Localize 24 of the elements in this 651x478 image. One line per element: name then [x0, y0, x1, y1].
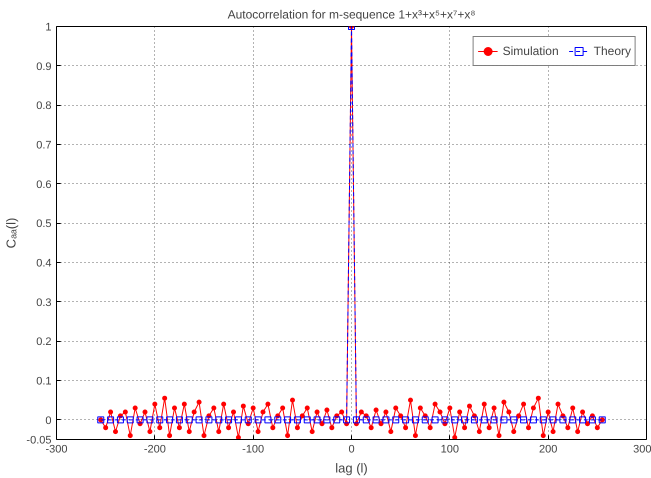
- x-tick-label: -200: [144, 444, 166, 456]
- y-tick-label: 0.8: [36, 100, 52, 112]
- y-tick-label: -0.05: [26, 434, 52, 446]
- x-tick-label: 0: [348, 444, 355, 456]
- x-axis-title: lag (l): [335, 460, 368, 476]
- legend-label: Simulation: [502, 44, 559, 58]
- y-tick-label: 0.1: [36, 376, 52, 388]
- y-tick-label: 0.7: [36, 140, 52, 152]
- x-tick-label: 300: [633, 444, 651, 456]
- x-tick-label: 100: [440, 444, 460, 456]
- y-tick-label: 0: [45, 414, 52, 427]
- y-tick-label: 1: [45, 22, 52, 34]
- y-tick-label: 0.4: [36, 258, 52, 270]
- x-tick-label: -300: [45, 444, 68, 456]
- y-tick-label: 0.9: [36, 60, 52, 73]
- y-tick-label: 0.2: [36, 336, 52, 348]
- y-tick-label: 0.6: [36, 178, 52, 191]
- x-tick-label: 200: [538, 444, 558, 456]
- chart-title: Autocorrelation for m-sequence 1+x³+x⁵+x⁷+x⁸: [228, 8, 476, 22]
- legend-label: Theory: [594, 44, 631, 58]
- y-axis-title: Cₐₐ(l): [3, 218, 18, 248]
- x-tick-label: -100: [242, 444, 264, 456]
- y-tick-label: 0.5: [36, 218, 52, 230]
- y-tick-label: 0.3: [36, 296, 52, 309]
